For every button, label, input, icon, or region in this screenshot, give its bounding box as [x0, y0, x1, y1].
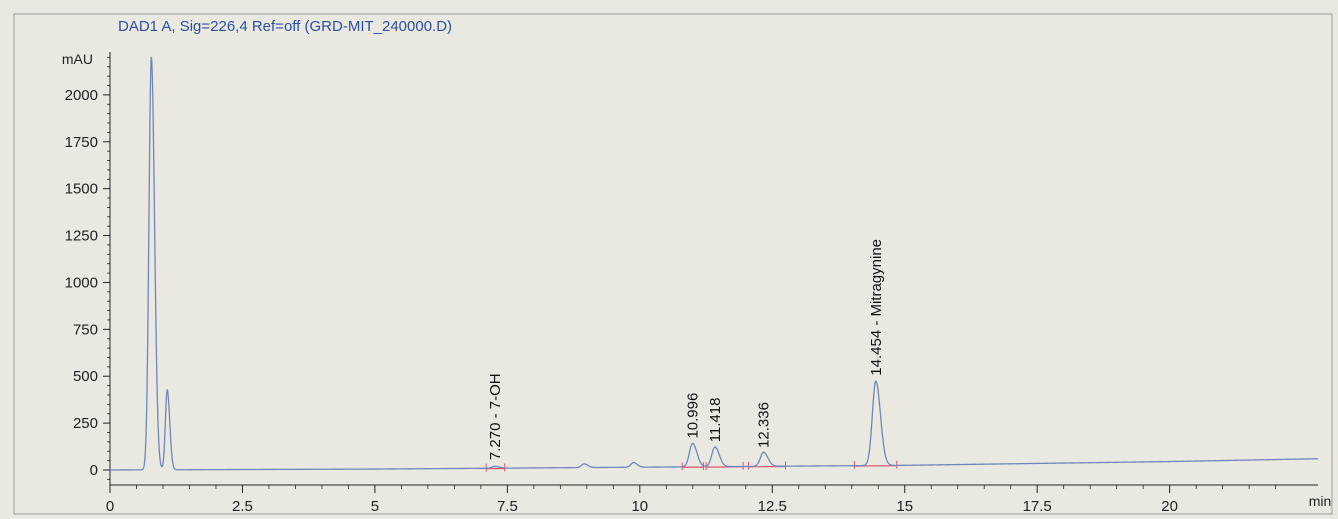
- x-tick-label: 15: [896, 498, 913, 515]
- y-tick-label: 750: [73, 321, 98, 338]
- x-tick-label: 12.5: [758, 498, 787, 515]
- x-tick-label: 17.5: [1023, 498, 1052, 515]
- peak-label: 14.454 - Mitragynine: [868, 239, 885, 376]
- x-axis-label: min: [1309, 493, 1332, 509]
- y-tick-label: 2000: [65, 87, 98, 104]
- x-tick-label: 7.5: [497, 498, 518, 515]
- x-tick-label: 10: [631, 498, 648, 515]
- chart-title: DAD1 A, Sig=226,4 Ref=off (GRD-MIT_24000…: [118, 18, 452, 35]
- peak-label: 7.270 - 7-OH: [487, 373, 504, 460]
- plot-frame: [13, 13, 1333, 515]
- y-tick-label: 1000: [65, 274, 98, 291]
- x-tick-label: 2.5: [232, 498, 253, 515]
- peak-label: 12.336: [756, 402, 773, 448]
- y-tick-label: 1250: [65, 228, 98, 245]
- peak-label: 11.418: [707, 398, 724, 443]
- y-axis-label: mAU: [62, 51, 93, 67]
- peak-label: 10.996: [685, 393, 702, 439]
- y-tick-label: 1500: [65, 181, 98, 198]
- x-tick-label: 5: [371, 498, 379, 515]
- signal-trace: [109, 56, 1319, 471]
- x-tick-label: 0: [106, 498, 114, 515]
- y-tick-label: 250: [73, 415, 98, 432]
- y-tick-label: 500: [73, 368, 98, 385]
- x-tick-label: 20: [1161, 498, 1178, 515]
- y-tick-label: 0: [90, 462, 98, 479]
- y-tick-label: 1750: [65, 134, 98, 151]
